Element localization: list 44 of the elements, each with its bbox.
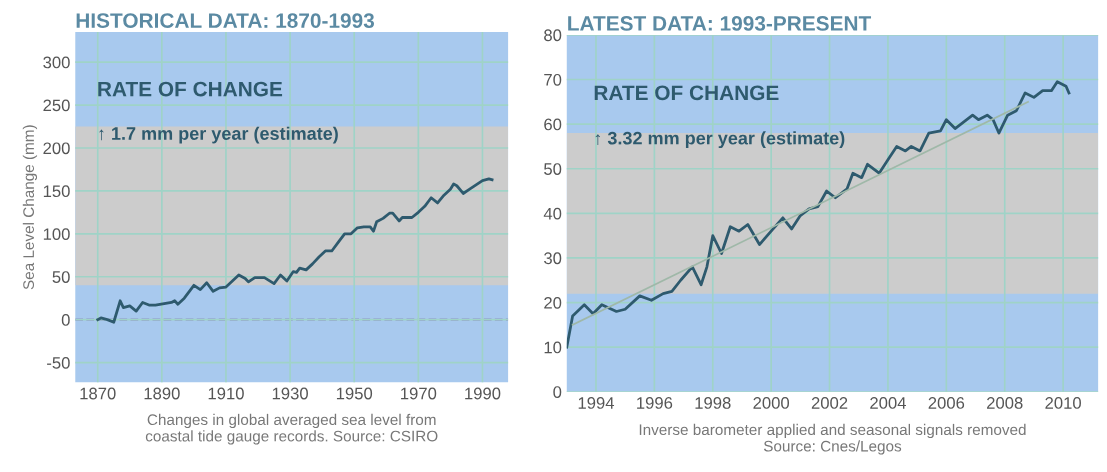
y-tick-label: 80 xyxy=(544,29,562,42)
x-tick-label: 1990 xyxy=(465,387,501,400)
x-tick-label: 2002 xyxy=(811,397,848,409)
line-series xyxy=(566,80,1071,349)
x-tick-label: 1890 xyxy=(144,387,180,400)
x-tick-label: 2008 xyxy=(987,397,1023,409)
y-tick-label: 0 xyxy=(553,386,562,398)
y-tick-label: 100 xyxy=(43,228,70,241)
y-tick-label: 0 xyxy=(61,314,70,326)
x-tick-label: 1994 xyxy=(578,397,615,409)
x-tick-label: 2006 xyxy=(928,397,965,409)
y-tick-label: 60 xyxy=(544,118,562,131)
y-tick-label: 300 xyxy=(43,56,70,69)
x-tick-label: 2004 xyxy=(870,397,906,409)
y-tick-label: 250 xyxy=(43,99,70,112)
y-tick-label: 50 xyxy=(52,271,70,283)
x-tick-label: 1910 xyxy=(208,387,244,400)
line-series xyxy=(96,177,494,324)
y-tick-label: 50 xyxy=(544,163,562,175)
y-tick-label: 30 xyxy=(544,252,562,265)
annotation: RATE OF CHANGE xyxy=(594,85,779,101)
text: Inverse barometer applied and seasonal signals removed Source: Cnes/Legos xyxy=(639,423,1026,455)
annotation: ↑ 3.32 mm per year (estimate) xyxy=(595,131,845,149)
x-tick-label: 1870 xyxy=(80,387,116,400)
y-tick-label: 200 xyxy=(43,142,70,155)
x-tick-label: 2010 xyxy=(1045,397,1081,409)
y-axis-title: Sea Level Change (mm) xyxy=(22,125,38,290)
chart-title: HISTORICAL DATA: 1870-1993 xyxy=(76,13,375,29)
x-tick-label: 1998 xyxy=(695,397,731,409)
annotation: ↑ 1.7 mm per year (estimate) xyxy=(99,126,338,144)
y-tick-label: 40 xyxy=(543,207,562,220)
y-tick-label: 10 xyxy=(544,341,562,354)
y-tick-label: 70 xyxy=(544,73,562,86)
x-tick-label: 1930 xyxy=(272,387,308,400)
y-tick-label: -50 xyxy=(47,356,70,369)
y-tick-label: 20 xyxy=(544,296,562,309)
x-tick-label: 1970 xyxy=(401,387,437,400)
x-tick-label: 1950 xyxy=(336,387,373,400)
chart-title: LATEST DATA: 1993-PRESENT xyxy=(568,16,872,31)
text: Changes in global averaged sea level from coastal tide gauge records. Source: CSIRO xyxy=(145,413,438,445)
x-tick-label: 2000 xyxy=(753,397,790,409)
annotation: RATE OF CHANGE xyxy=(98,81,283,97)
x-tick-label: 1996 xyxy=(637,397,673,409)
y-tick-label: 150 xyxy=(43,185,70,198)
